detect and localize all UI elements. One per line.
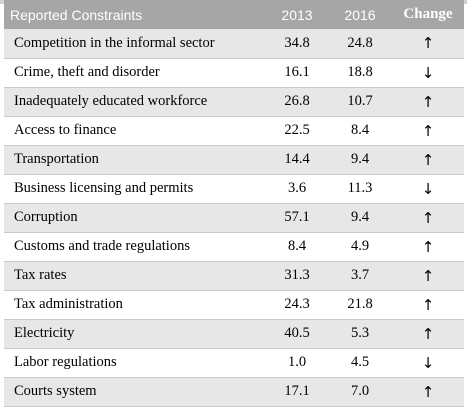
change-arrow-cell: ↓ (392, 348, 464, 378)
constraint-cell: Crime, theft and disorder (4, 58, 266, 88)
value-2013-cell: 57.1 (266, 203, 328, 233)
header-2013: 2013 (281, 6, 313, 23)
table-row: Access to finance 22.5 8.4 ↑ (4, 116, 464, 146)
value-2013-cell: 22.5 (266, 116, 328, 146)
constraint-cell: Corruption (4, 203, 266, 233)
table-row: Tax administration 24.3 21.8 ↑ (4, 290, 464, 320)
value-2013-cell: 40.5 (266, 319, 328, 349)
change-arrow-cell: ↑ (392, 145, 464, 175)
value-2016-cell: 5.3 (328, 319, 392, 349)
constraint-cell: Inadequately educated workforce (4, 87, 266, 117)
value-2013-cell: 3.6 (266, 174, 328, 204)
table-row: Electricity 40.5 5.3 ↑ (4, 319, 464, 349)
change-arrow-cell: ↑ (392, 290, 464, 320)
table-row: Competition in the informal sector 34.8 24… (4, 29, 464, 59)
constraint-cell: Business licensing and permits (4, 174, 266, 204)
header-2016: 2016 (344, 6, 376, 23)
value-2016-cell: 24.8 (328, 29, 392, 59)
constraint-cell: Tax administration (4, 290, 266, 320)
constraint-cell: Courts system (4, 377, 266, 407)
constraints-table: Reported Constraints 2013 2016 Change Co… (4, 0, 464, 407)
change-arrow-cell: ↑ (392, 116, 464, 146)
value-2016-cell: 9.4 (328, 203, 392, 233)
change-arrow-cell: ↑ (392, 319, 464, 349)
constraint-cell: Access to finance (4, 116, 266, 146)
value-2013-cell: 34.8 (266, 29, 328, 59)
change-arrow-cell: ↑ (392, 87, 464, 117)
constraint-cell: Transportation (4, 145, 266, 175)
value-2013-cell: 26.8 (266, 87, 328, 117)
value-2013-cell: 16.1 (266, 58, 328, 88)
table-row: Labor regulations 1.0 4.5 ↓ (4, 348, 464, 378)
value-2016-cell: 18.8 (328, 58, 392, 88)
table-row: Transportation 14.4 9.4 ↑ (4, 145, 464, 175)
value-2016-cell: 11.3 (328, 174, 392, 204)
top-strip (0, 0, 467, 4)
table-row: Tax rates 31.3 3.7 ↑ (4, 261, 464, 291)
value-2016-cell: 4.5 (328, 348, 392, 378)
table-row: Corruption 57.1 9.4 ↑ (4, 203, 464, 233)
change-arrow-cell: ↑ (392, 377, 464, 407)
value-2016-cell: 9.4 (328, 145, 392, 175)
value-2013-cell: 14.4 (266, 145, 328, 175)
value-2016-cell: 3.7 (328, 261, 392, 291)
change-arrow-cell: ↑ (392, 29, 464, 59)
header-row: Reported Constraints 2013 2016 Change (4, 0, 464, 29)
constraint-cell: Customs and trade regulations (4, 232, 266, 262)
value-2013-cell: 24.3 (266, 290, 328, 320)
table-row: Crime, theft and disorder 16.1 18.8 ↓ (4, 58, 464, 88)
table-row: Courts system 17.1 7.0 ↑ (4, 377, 464, 407)
value-2016-cell: 4.9 (328, 232, 392, 262)
constraint-cell: Electricity (4, 319, 266, 349)
change-arrow-cell: ↑ (392, 261, 464, 291)
table-row: Customs and trade regulations 8.4 4.9 ↑ (4, 232, 464, 262)
change-arrow-cell: ↓ (392, 174, 464, 204)
change-arrow-cell: ↓ (392, 58, 464, 88)
header-change: Change (403, 6, 453, 22)
value-2013-cell: 8.4 (266, 232, 328, 262)
table-row: Inadequately educated workforce 26.8 10.7 ↑ (4, 87, 464, 117)
value-2013-cell: 1.0 (266, 348, 328, 378)
value-2016-cell: 10.7 (328, 87, 392, 117)
change-arrow-cell: ↑ (392, 232, 464, 262)
header-constraints: Reported Constraints (10, 6, 143, 23)
value-2016-cell: 21.8 (328, 290, 392, 320)
table-row: Business licensing and permits 3.6 11.3 ↓ (4, 174, 464, 204)
value-2013-cell: 31.3 (266, 261, 328, 291)
value-2013-cell: 17.1 (266, 377, 328, 407)
constraint-cell: Tax rates (4, 261, 266, 291)
constraint-cell: Labor regulations (4, 348, 266, 378)
value-2016-cell: 7.0 (328, 377, 392, 407)
constraint-cell: Competition in the informal sector (4, 29, 266, 59)
value-2016-cell: 8.4 (328, 116, 392, 146)
change-arrow-cell: ↑ (392, 203, 464, 233)
